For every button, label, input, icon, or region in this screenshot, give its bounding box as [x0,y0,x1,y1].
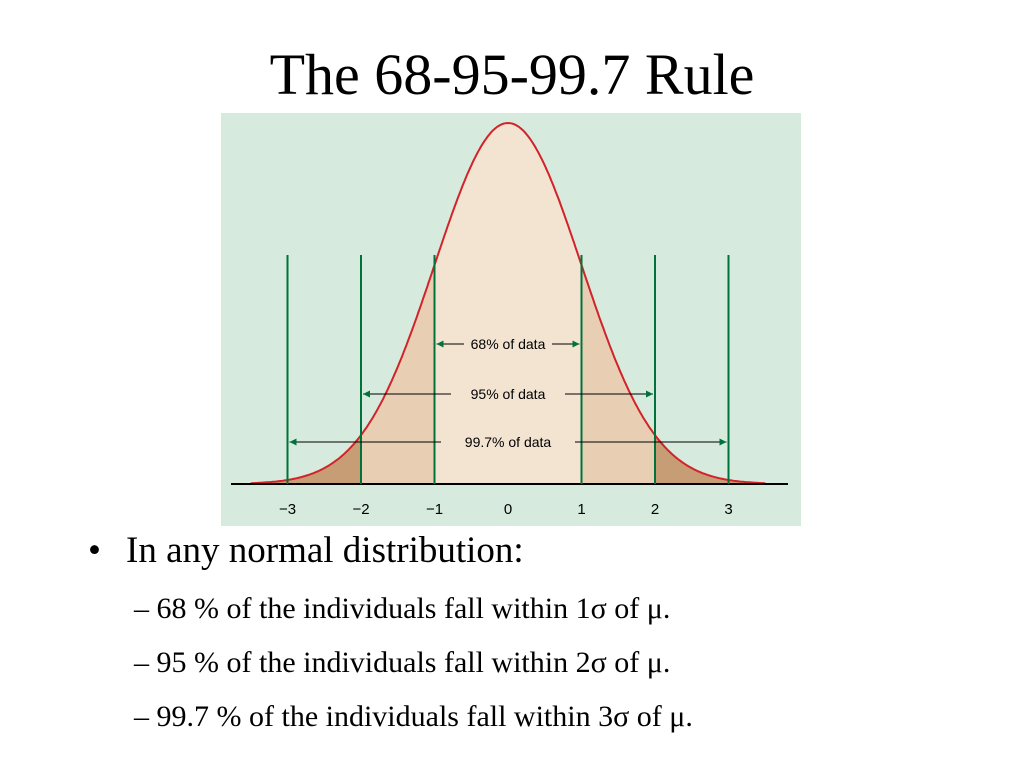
range-annotation: 99.7% of data [289,434,727,450]
main-bullet: • In any normal distribution: [88,528,1008,574]
tick-label: 3 [724,501,732,518]
tick-label: 2 [651,501,659,518]
range-annotation: 95% of data [363,386,653,402]
sub-bullet-list: – 68 % of the individuals fall within 1σ… [88,582,1008,744]
tail-region-right [655,435,766,484]
normal-distribution-figure: −3 −2 −1 0 1 2 3 68% of data 95% of data 99.7% o… [221,113,801,526]
one-sigma-region [434,123,582,484]
arrowhead-right-icon [719,438,727,446]
arrowhead-right-icon [646,390,653,398]
arrowhead-left-icon [436,340,444,348]
range-label: 68% of data [471,336,546,352]
tick-label: 0 [504,501,512,518]
main-bullet-text: In any normal distribution: [126,530,524,571]
arrowhead-right-icon [572,340,580,348]
tick-label: 1 [577,501,585,518]
arrowhead-left-icon [289,438,297,446]
tick-label: −3 [279,501,296,518]
range-label: 95% of data [471,386,546,402]
tick-label: −2 [352,501,369,518]
range-label: 99.7% of data [465,434,552,450]
sub-bullet-68: – 68 % of the individuals fall within 1σ… [134,592,671,625]
tail-region-left [250,435,361,484]
bullet-marker: • [88,530,101,571]
arrowhead-left-icon [363,390,370,398]
tick-label: −1 [426,501,443,518]
sub-bullet-997: – 99.7 % of the individuals fall within … [134,700,693,733]
normal-curve [250,121,766,485]
slide-title: The 68-95-99.7 Rule [269,42,755,107]
range-annotation: 68% of data [436,336,580,352]
bullet-list: • In any normal distribution: – 68 % of … [88,528,1008,744]
sub-bullet-95: – 95 % of the individuals fall within 2σ… [134,646,671,679]
